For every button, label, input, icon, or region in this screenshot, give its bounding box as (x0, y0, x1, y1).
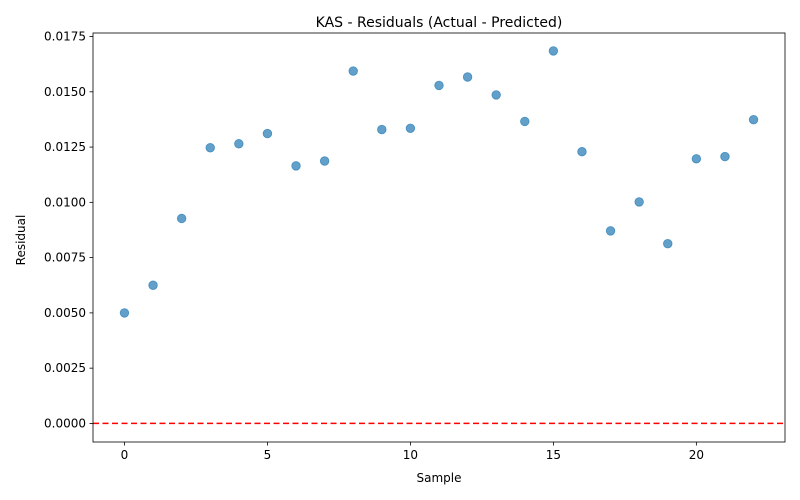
data-point (548, 46, 559, 56)
x-axis-label: Sample (417, 471, 462, 485)
data-point (434, 80, 444, 91)
x-tick-label: 15 (546, 448, 561, 462)
y-tick-label: 0.0050 (44, 306, 86, 320)
y-tick-label: 0.0150 (44, 85, 86, 99)
data-point (262, 128, 273, 139)
data-point (748, 114, 759, 125)
data-point (691, 154, 702, 164)
plot-frame (92, 32, 786, 443)
x-tick-label: 10 (403, 448, 418, 462)
data-point (234, 139, 244, 149)
y-tick-label: 0.0075 (44, 251, 86, 265)
data-point (205, 143, 215, 153)
data-point (377, 124, 387, 135)
data-point (176, 213, 187, 224)
y-tick-label: 0.0100 (44, 195, 86, 209)
data-point (634, 197, 644, 207)
y-tick-label: 0.0000 (44, 416, 86, 430)
data-point (720, 151, 730, 162)
data-point (119, 308, 130, 318)
data-point (577, 147, 587, 157)
data-point (405, 123, 416, 133)
x-tick-label: 0 (121, 448, 129, 462)
x-axis-ticks: 0 5 10 15 20 (121, 442, 704, 462)
data-point (148, 280, 158, 290)
y-axis-label: Residual (14, 215, 28, 266)
data-point (319, 156, 330, 166)
data-point (663, 238, 673, 249)
data-point (348, 66, 358, 76)
chart-title: KAS - Residuals (Actual - Predicted) (316, 15, 563, 31)
x-tick-label: 20 (689, 448, 704, 462)
y-tick-label: 0.0125 (44, 140, 86, 154)
y-tick-label: 0.0175 (44, 30, 86, 44)
x-tick-label: 5 (264, 448, 272, 462)
points-layer (119, 46, 759, 318)
data-point (491, 90, 501, 100)
data-point (605, 226, 616, 236)
data-point (520, 116, 530, 127)
y-tick-label: 0.0025 (44, 361, 86, 375)
data-point (462, 72, 473, 82)
y-axis-ticks: 0.0000 0.0025 0.0050 0.0075 0.0100 0.0125 0.01… (44, 30, 93, 430)
data-point (291, 161, 301, 171)
